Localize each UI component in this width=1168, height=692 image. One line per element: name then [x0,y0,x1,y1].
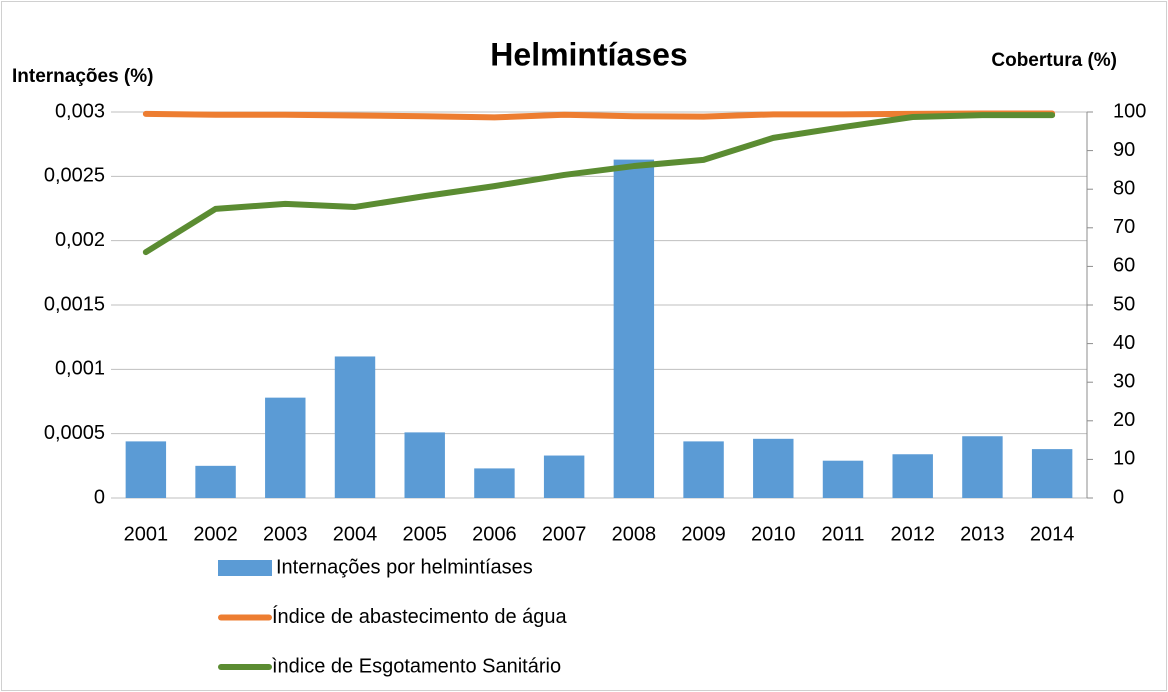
x-tick-label: 2006 [472,523,517,545]
bar [404,432,445,498]
y2-tick-label: 50 [1113,293,1135,315]
x-tick-label: 2013 [960,523,1005,545]
chart-title: Helmintíases [490,36,687,72]
y-tick-label: 0,0025 [44,165,105,187]
x-tick-label: 2010 [751,523,796,545]
bar [334,356,376,498]
x-tick-label: 2004 [333,523,378,545]
bar [1031,449,1073,498]
legend-label: ìndice de Esgotamento Sanitário [272,655,561,677]
y-axis-label: Internações (%) [12,66,153,87]
bar [474,468,515,498]
bar [822,460,864,498]
x-tick-label: 2012 [890,523,935,545]
y2-axis-label: Cobertura (%) [991,50,1117,71]
x-tick-label: 2008 [612,523,657,545]
y2-tick-label: 10 [1113,448,1135,470]
y2-tick-label: 20 [1113,409,1135,431]
y2-tick-label: 60 [1113,255,1135,277]
bar [543,455,585,498]
bar [892,454,933,498]
bar [265,397,306,498]
y-tick-label: 0 [94,486,105,508]
y2-tick-label: 80 [1113,177,1135,199]
y2-tick-label: 100 [1113,100,1146,122]
legend-label: Internações por helmintíases [276,556,533,578]
bar [962,436,1003,498]
y-tick-label: 0,0005 [44,422,105,444]
x-tick-label: 2002 [193,523,238,545]
y-tick-label: 0,003 [55,100,105,122]
x-tick-label: 2014 [1030,523,1075,545]
bar [125,441,167,498]
line [142,112,1056,256]
y2-tick-label: 30 [1113,370,1135,392]
legend-swatch [218,560,272,576]
x-tick-label: 2001 [124,523,169,545]
y-tick-label: 0,0015 [44,293,105,315]
y2-tick-label: 40 [1113,332,1135,354]
y-tick-label: 0,002 [55,229,105,251]
bar [613,159,655,498]
x-tick-label: 2003 [263,523,308,545]
bar [195,465,236,498]
legend-label: Índice de abastecimento de água [272,605,568,628]
y2-tick-label: 90 [1113,139,1135,161]
x-tick-label: 2011 [821,523,864,545]
bar [753,438,794,498]
bar [683,441,724,498]
y2-tick-label: 70 [1113,216,1135,238]
y2-tick-label: 0 [1113,486,1124,508]
line [142,110,1056,121]
x-tick-label: 2007 [542,523,587,545]
x-tick-label: 2009 [681,523,726,545]
x-tick-label: 2005 [402,523,447,545]
y-tick-label: 0,001 [55,358,105,380]
